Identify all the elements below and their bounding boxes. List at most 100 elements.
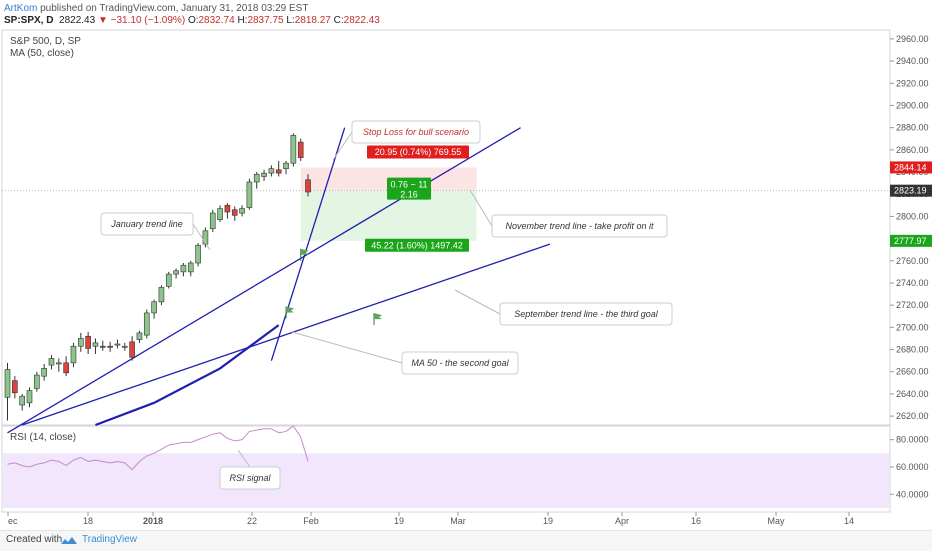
author-link[interactable]: ArtKom [4,3,38,14]
x-tick-label: May [767,516,785,526]
ohlc-close: 2822.43 [343,15,380,26]
candle-down [129,341,135,358]
y-tick-label: 2880.00 [896,123,929,133]
y-tick-label: 2740.00 [896,278,929,288]
callout-text: January trend line [110,219,183,229]
ohlc-low: 2818.27 [294,15,331,26]
x-tick-label: ec [8,516,18,526]
rsi-legend[interactable]: RSI (14, close) [10,432,77,443]
y-tick-label: 2940.00 [896,56,929,66]
x-tick-label: 2018 [143,516,163,526]
x-tick-label: 16 [691,516,701,526]
ohlc-symbol: SP:SPX, D [4,15,54,26]
y-tick-label: 2680.00 [896,345,929,355]
candle-up [78,338,84,347]
callout-box [499,302,673,326]
risk-reward-label: 0.76 ~ 11 [390,180,427,190]
rsi-line [7,425,309,471]
x-tick-label: 19 [394,516,404,526]
publish-info: published on TradingView.com, January 31… [37,3,309,14]
y-tick-label: 2920.00 [896,78,929,88]
callout-text: RSI signal [229,473,271,483]
candle-up [4,369,11,398]
series-legend[interactable]: S&P 500, D, SP [10,36,81,47]
trend-line [21,243,551,426]
ohlc-high-label: H: [237,15,248,26]
take-profit-label-bg [365,238,469,252]
candle-up [41,368,47,377]
rsi-tick-label: 80.0000 [896,435,929,445]
tradingview-brand[interactable]: TradingView [82,534,138,545]
candle-down [99,345,106,348]
publish-header: ArtKom published on TradingView.com, Jan… [4,2,308,15]
candle-up [261,172,267,177]
footer: Created with TradingView [0,530,932,551]
x-tick-label: 14 [844,516,854,526]
callout-text: MA 50 - the second goal [411,358,509,368]
y-tick-label: 2700.00 [896,322,929,332]
candle-up [195,244,201,264]
ohlc-high: 2837.75 [247,15,284,26]
tradingview-logo-icon [61,537,77,544]
price-tag: 2844.14 [894,162,927,172]
y-tick-label: 2620.00 [896,411,929,421]
candle-up [290,135,297,164]
candle-up [70,345,77,364]
y-tick-label: 2760.00 [896,256,929,266]
candle-up [48,358,55,366]
candle-down [107,345,113,348]
candle-down [275,169,282,174]
price-tag-bg [890,161,932,174]
callout-text: September trend line - the third goal [514,309,659,319]
candle-down [63,362,69,374]
y-tick-label: 2860.00 [896,145,929,155]
candle-up [121,345,128,348]
candle-up [246,181,253,208]
callout-leader [332,131,353,161]
rsi-tick-label: 40.0000 [896,489,929,499]
y-tick-label: 2640.00 [896,389,929,399]
ohlc-bar: SP:SPX, D 2822.43 ▼ −31.10 (−1.09%) O:28… [4,14,380,27]
callout-text: November trend line - take profit on it [505,221,654,231]
stop-loss-label-bg [367,145,469,159]
candle-up [173,270,179,275]
x-tick-label: Mar [450,516,466,526]
candle-up [56,362,62,365]
candle-up [187,262,194,273]
ohlc-open: 2832.74 [198,15,235,26]
y-tick-label: 2660.00 [896,367,929,377]
candle-up [34,374,40,389]
candle-up [283,162,289,169]
created-with-text: Created with [6,534,63,545]
candle-up [268,168,275,174]
candle-down [85,335,91,349]
y-tick-label: 2960.00 [896,34,929,44]
ohlc-close-label: C: [333,15,344,26]
candle-down [224,205,231,213]
price-tag-bg [890,234,932,247]
trend-line [270,127,346,361]
candle-down [305,179,311,193]
x-tick-label: 19 [543,516,553,526]
callout-box [351,120,481,144]
x-tick-label: 18 [83,516,93,526]
x-tick-label: Apr [615,516,629,526]
candle-up [180,264,187,273]
candle-down [231,209,238,216]
candle-up [253,173,260,183]
x-tick-label: Feb [303,516,319,526]
y-tick-label: 2900.00 [896,100,929,110]
callout-box [401,351,519,375]
price-tag: 2777.97 [894,236,927,246]
candle-up [202,230,209,245]
x-tick-label: 22 [247,516,257,526]
risk-reward-label-2: 2.16 [400,190,418,200]
ma-legend[interactable]: MA (50, close) [10,48,74,59]
y-tick-label: 2720.00 [896,300,929,310]
callout-leader [192,223,211,251]
candle-up [136,332,143,340]
candle-up [209,212,216,229]
price-tag-bg [890,184,932,197]
callout-text: Stop Loss for bull scenario [363,127,469,137]
